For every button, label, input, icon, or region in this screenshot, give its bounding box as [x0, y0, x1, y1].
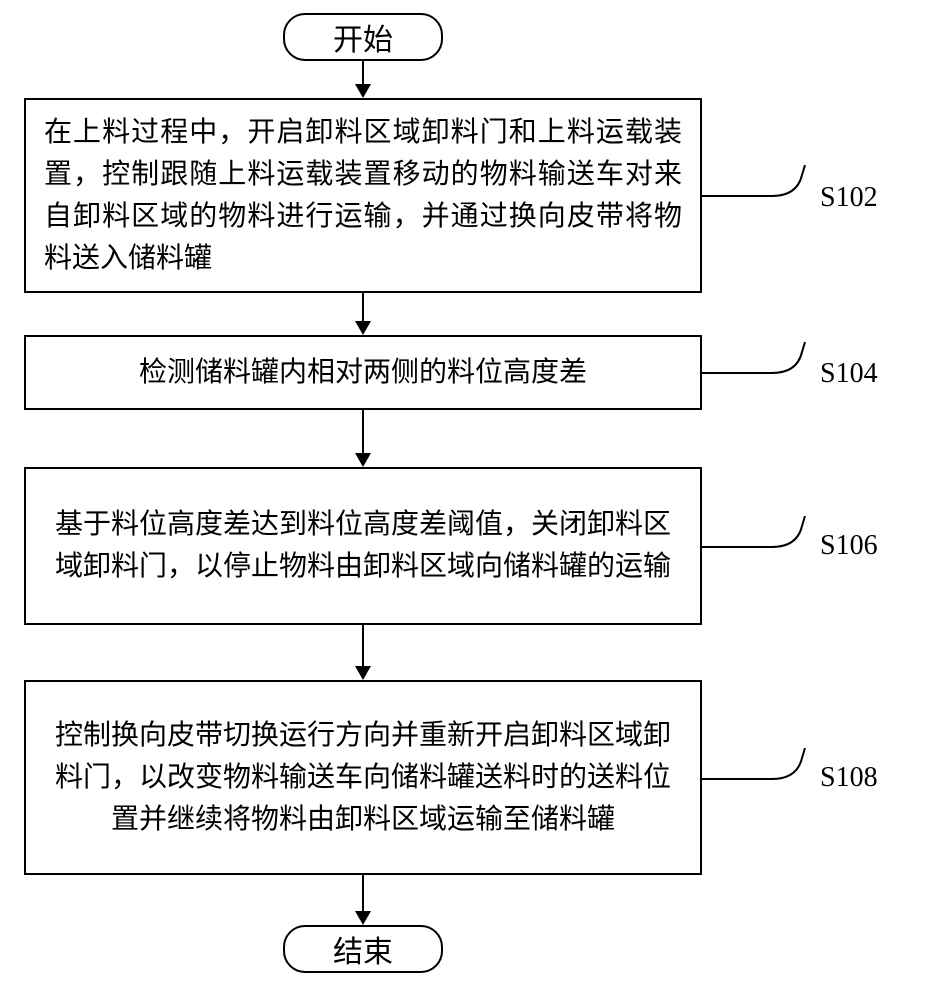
process-s104: 检测储料罐内相对两侧的料位高度差 — [24, 335, 702, 410]
start-terminal: 开始 — [283, 13, 443, 61]
end-text: 结束 — [333, 927, 393, 971]
connector-s106 — [702, 516, 820, 581]
process-s102: 在上料过程中，开启卸料区域卸料门和上料运载装置，控制跟随上料运载装置移动的物料输… — [24, 98, 702, 293]
process-s108: 控制换向皮带切换运行方向并重新开启卸料区域卸料门，以改变物料输送车向储料罐送料时… — [24, 680, 702, 875]
label-s106: S106 — [820, 530, 878, 562]
connector-s104 — [702, 342, 820, 407]
s108-text: 控制换向皮带切换运行方向并重新开启卸料区域卸料门，以改变物料输送车向储料罐送料时… — [44, 715, 682, 841]
connector-s108 — [702, 748, 820, 813]
flowchart-container: 开始 在上料过程中，开启卸料区域卸料门和上料运载装置，控制跟随上料运载装置移动的… — [0, 0, 929, 1000]
arrow-4 — [362, 625, 364, 678]
arrow-5 — [362, 875, 364, 923]
connector-s102 — [702, 165, 820, 230]
process-s106: 基于料位高度差达到料位高度差阈值，关闭卸料区域卸料门，以停止物料由卸料区域向储料… — [24, 467, 702, 625]
end-terminal: 结束 — [283, 925, 443, 973]
start-text: 开始 — [333, 15, 393, 59]
s104-text: 检测储料罐内相对两侧的料位高度差 — [139, 352, 587, 394]
arrow-2 — [362, 293, 364, 333]
s102-text: 在上料过程中，开启卸料区域卸料门和上料运载装置，控制跟随上料运载装置移动的物料输… — [44, 112, 682, 280]
label-s108: S108 — [820, 762, 878, 794]
arrow-1 — [362, 61, 364, 96]
arrow-3 — [362, 410, 364, 465]
s106-text: 基于料位高度差达到料位高度差阈值，关闭卸料区域卸料门，以停止物料由卸料区域向储料… — [44, 504, 682, 588]
label-s102: S102 — [820, 182, 878, 214]
label-s104: S104 — [820, 358, 878, 390]
